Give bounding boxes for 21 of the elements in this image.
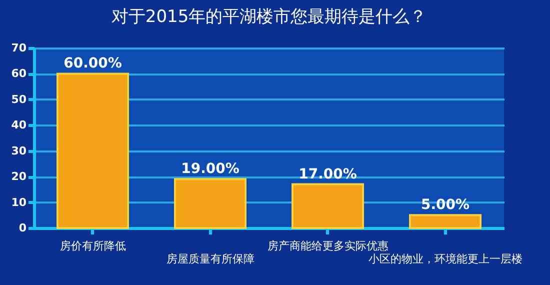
x-tick-label: 房价有所降低 (60, 240, 126, 252)
x-tick-label: 房屋质量有所保障 (166, 252, 254, 266)
y-tick-label: 40 (11, 118, 27, 132)
x-tick-label: 房产商能给更多实际优惠 (267, 240, 388, 252)
y-tick-label: 60 (11, 67, 27, 80)
data-label: 19.00% (181, 161, 240, 178)
data-label: 17.00% (298, 166, 357, 182)
bar (174, 178, 246, 229)
x-tick-label: 小区的物业，环境能更上一层楼 (368, 252, 522, 266)
y-tick-label: 20 (11, 170, 27, 184)
data-label: 5.00% (420, 197, 470, 214)
data-label: 60.00% (64, 56, 122, 72)
chart-title: 对于2015年的平湖楼市您最期待是什么？ (111, 7, 427, 27)
bar (409, 214, 482, 229)
bar (56, 72, 129, 229)
y-tick-label: 50 (11, 92, 27, 106)
y-tick-label: 30 (11, 144, 27, 158)
y-tick-label: 0 (18, 222, 27, 234)
y-tick-label: 70 (11, 42, 27, 54)
y-tick-label: 10 (11, 196, 27, 209)
bar (292, 183, 364, 229)
